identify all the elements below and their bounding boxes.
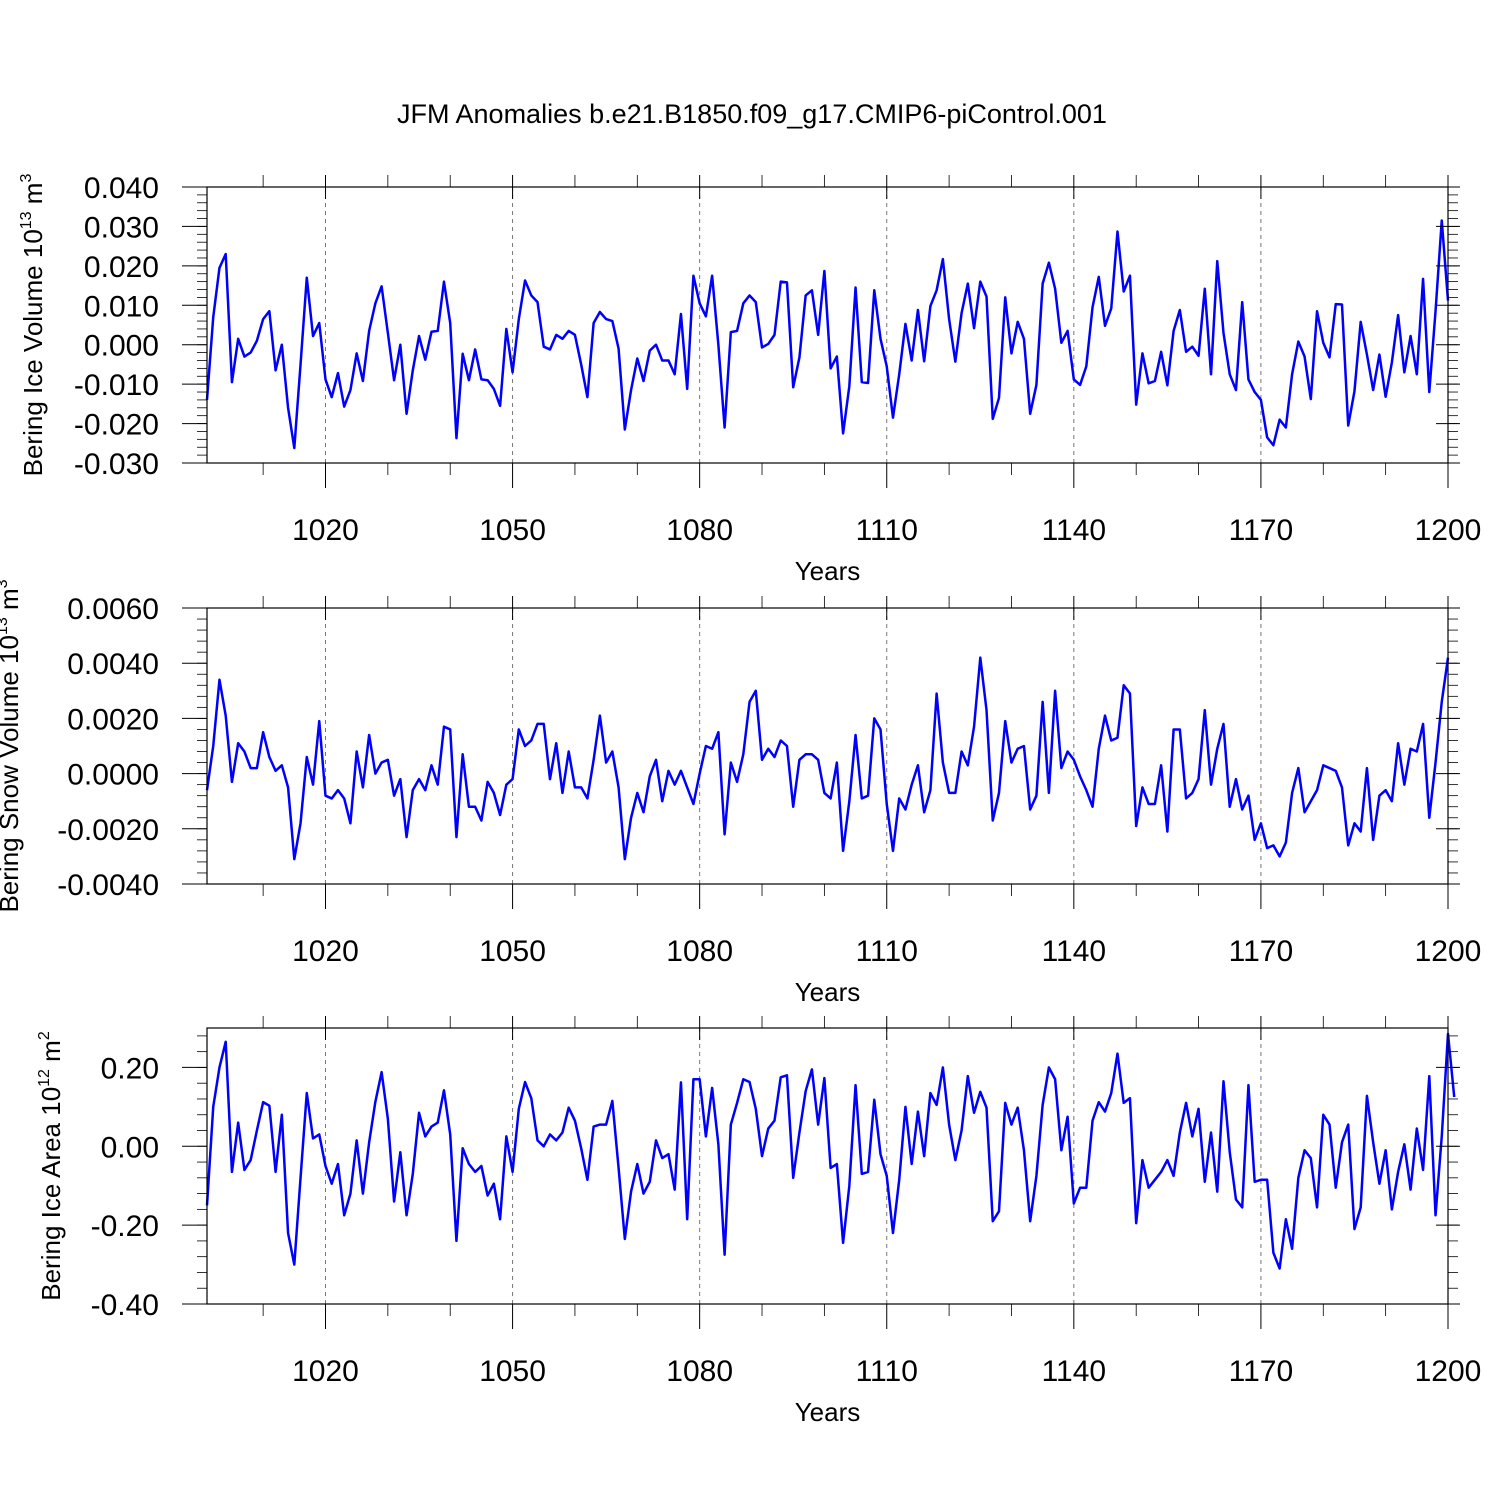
y-axis-label-ice-volume: Bering Ice Volume 1013 m3 [18, 174, 48, 477]
x-tick-label: 1080 [666, 1355, 733, 1388]
y-tick-label: 0.030 [84, 211, 159, 244]
chart-title: JFM Anomalies b.e21.B1850.f09_g17.CMIP6-… [397, 99, 1107, 129]
y-axis-label-unit-exponent: 2 [36, 1031, 53, 1040]
x-tick-label: 1200 [1415, 935, 1482, 968]
y-tick-label: 0.0060 [67, 593, 159, 626]
y-axis-label-text: Bering Snow Volume 10 [0, 635, 24, 913]
plot-frame [206, 1027, 1449, 1305]
series-line-ice-volume [205, 219, 1450, 450]
y-axis-label-unit-exponent: 3 [18, 174, 35, 183]
y-tick-label: 0.040 [84, 172, 159, 205]
y-tick-label: -0.020 [74, 409, 159, 442]
y-tick-label: 0.010 [84, 290, 159, 323]
panel-ice-volume: -0.030 -0.020 -0.010 0.000 0.010 0.020 0.030 0.… [18, 172, 1481, 586]
x-tick-label: 1170 [1229, 514, 1294, 547]
panel-snow-volume: -0.0040 -0.0020 0.0000 0.0020 0.0040 0.0060 10… [0, 579, 1481, 1007]
plot-frame [206, 186, 1449, 464]
plot-frame [206, 607, 1449, 885]
x-tick-label: 1080 [666, 935, 733, 968]
y-tick-label: 0.020 [84, 251, 159, 284]
y-axis-label-unit: m [0, 588, 24, 617]
y-axis-label-exponent: 13 [18, 211, 35, 229]
y-tick-label: 0.0040 [67, 648, 159, 681]
x-tick-label: 1020 [292, 514, 359, 547]
x-tick-label: 1050 [479, 1355, 546, 1388]
x-tick-label: 1110 [856, 514, 918, 547]
y-axis-label-ice-area: Bering Ice Area 1012 m2 [36, 1031, 66, 1301]
x-tick-label: 1050 [479, 514, 546, 547]
y-axis-label-exponent: 12 [36, 1069, 53, 1087]
y-tick-label: -0.40 [91, 1289, 159, 1322]
y-tick-label: -0.0040 [57, 869, 159, 902]
x-tick-label: 1170 [1229, 935, 1294, 968]
y-tick-label: 0.00 [101, 1131, 159, 1164]
x-tick-label: 1200 [1415, 514, 1482, 547]
y-tick-label: -0.0020 [57, 814, 159, 847]
x-tick-label: 1050 [479, 935, 546, 968]
panel-ice-area: -0.40 -0.20 0.00 0.20 1020 1050 1080 1110 1140 11… [36, 1016, 1481, 1427]
y-tick-label: 0.0000 [67, 759, 159, 792]
y-axis-label-unit: m [36, 1040, 66, 1069]
y-tick-label: -0.010 [74, 369, 159, 402]
y-tick-label: -0.030 [74, 448, 159, 481]
x-tick-label: 1140 [1042, 1355, 1107, 1388]
x-axis-label: Years [795, 556, 861, 586]
y-tick-label: 0.0020 [67, 703, 159, 736]
x-axis-label: Years [795, 977, 861, 1007]
y-axis-label-snow-volume: Bering Snow Volume 1013 m3 [0, 579, 24, 912]
y-axis-label-exponent: 13 [0, 617, 11, 635]
series-line-ice-area [205, 1032, 1456, 1270]
x-tick-label: 1110 [856, 935, 918, 968]
y-axis-label-unit-exponent: 3 [0, 579, 11, 588]
y-axis-label-unit: m [18, 183, 48, 212]
x-tick-label: 1140 [1042, 935, 1107, 968]
y-axis-label-text: Bering Ice Area 10 [36, 1087, 66, 1301]
x-tick-label: 1170 [1229, 1355, 1294, 1388]
x-tick-label: 1020 [292, 935, 359, 968]
x-tick-label: 1080 [666, 514, 733, 547]
y-tick-label: 0.000 [84, 330, 159, 363]
x-tick-label: 1200 [1415, 1355, 1482, 1388]
y-axis-label-text: Bering Ice Volume 10 [18, 229, 48, 476]
x-tick-label: 1020 [292, 1355, 359, 1388]
x-tick-label: 1140 [1042, 514, 1107, 547]
series-line-snow-volume [205, 656, 1450, 861]
x-axis-label: Years [795, 1397, 861, 1427]
y-tick-label: -0.20 [91, 1210, 159, 1243]
x-tick-label: 1110 [856, 1355, 918, 1388]
y-tick-label: 0.20 [101, 1052, 159, 1085]
